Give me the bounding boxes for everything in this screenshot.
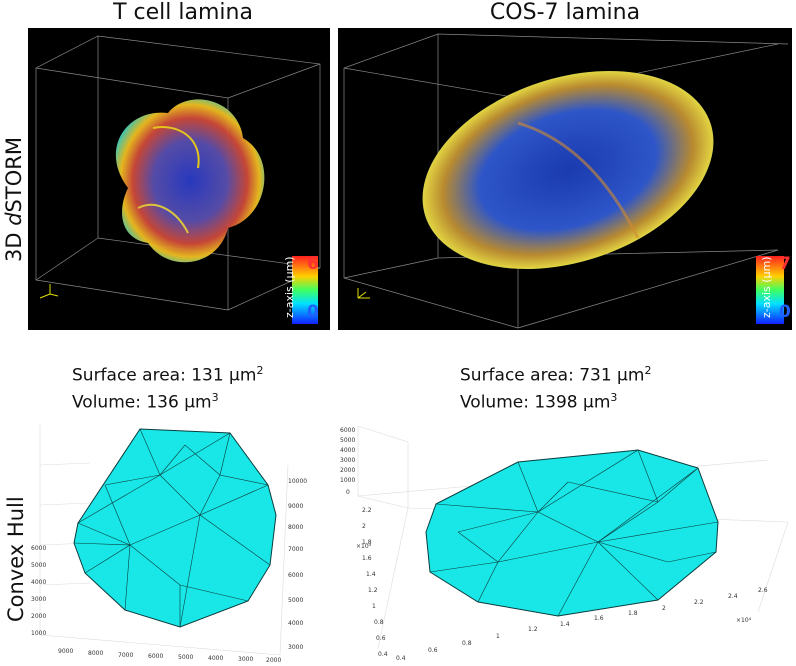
tick: ×10⁴ [736,617,752,624]
left-column-title: T cell lamina [113,0,253,25]
tick: 3000 [340,457,355,464]
tick: 0.6 [428,647,438,654]
tick: 1.2 [528,626,538,633]
tick: 1.4 [560,621,570,628]
row-label-dstorm: 3D dSTORM [2,137,26,262]
tick: 2 [362,523,366,530]
tick: 2 [662,605,666,612]
cos7-stats: Surface area: 731 µm2 Volume: 1398 µm3 [460,360,651,413]
left-colorbar-min: 0 [307,302,319,322]
right-colorbar-max: 7 [779,254,791,274]
tick: 4000 [288,620,303,627]
row-label-convex-hull: Convex Hull [4,496,28,622]
tick: 6000 [31,545,46,552]
tick: 2000 [340,467,355,474]
tcell-dstorm-render [35,35,321,324]
tick: 1.8 [628,610,638,617]
tick: 0 [346,489,350,496]
tick: 6000 [340,427,355,434]
tick: 1.4 [366,571,376,578]
cos7-y-ticks: 2.2 2 1.8 1.6 1.4 1.2 1 0.8 0.6 0.4 ×10⁴ [356,507,388,658]
cos7-volume: Volume: 1398 µm3 [460,390,618,413]
tcell-dstorm-image [28,28,330,330]
tick: 4000 [208,655,223,662]
tcell-volume: Volume: 136 µm3 [72,390,219,413]
tick: 0.8 [462,640,472,647]
tcell-convex-hull-plot: 6000 5000 4000 3000 2000 1000 9000 8000 … [31,425,307,663]
tick: 0.4 [378,651,388,658]
tick: 1000 [340,477,355,484]
left-colorbar [292,256,318,324]
tick: 0.6 [376,635,386,642]
tick: 5000 [178,654,193,661]
tick: 1.6 [594,615,604,622]
tcell-hull [73,428,277,628]
tick: 1 [496,633,500,640]
cos7-dstorm-image [338,28,792,330]
tcell-z-ticks: 6000 5000 4000 3000 2000 1000 [31,545,46,637]
tick: 3000 [31,596,46,603]
tick: 5000 [340,437,355,444]
cos7-dstorm-render [343,33,789,329]
right-colorbar-min: 0 [779,302,791,322]
right-column-title: COS-7 lamina [489,0,641,25]
tick: 6000 [288,572,303,579]
tick: 3000 [238,656,253,663]
tick: 6000 [148,653,163,660]
tick: 0.4 [396,655,406,662]
tick: 1.6 [362,555,372,562]
right-colorbar [756,256,784,324]
tick: 10000 [288,478,307,485]
tick: 1 [372,603,376,610]
left-colorbar-label: z-axis (µm) [283,256,296,318]
tick: 2.2 [362,507,372,514]
row-label-italic: d [2,212,26,226]
tick: 4000 [31,579,46,586]
cos7-x-ticks: 0.4 0.6 0.8 1 1.2 1.4 1.6 1.8 2 2.2 2.4 … [396,587,768,662]
tick: 5000 [288,597,303,604]
tick: 2000 [31,613,46,620]
tick: 5000 [31,562,46,569]
tcell-hull-grid [39,425,289,656]
row-label-prefix: 3D [2,225,26,262]
tick: 7000 [118,652,133,659]
cos7-z-ticks: 6000 5000 4000 3000 2000 1000 0 [340,427,355,496]
left-colorbar-max: 6 [307,254,319,274]
tick: 4000 [340,447,355,454]
tcell-stats: Surface area: 131 µm2 Volume: 136 µm3 [72,360,263,413]
cos7-surface-area: Surface area: 731 µm2 [460,364,652,386]
row-label-suffix: STORM [2,137,26,213]
tick: 2000 [266,657,281,663]
tick: 1.8 [362,539,372,546]
tick: 9000 [288,503,303,510]
tick: 2.4 [728,593,738,600]
cos7-convex-hull-plot: 6000 5000 4000 3000 2000 1000 0 2.2 2 1.… [340,425,789,662]
tick: 2.6 [758,587,768,594]
tick: 3000 [288,644,303,651]
tcell-x-ticks: 9000 8000 7000 6000 5000 4000 3000 2000 [58,648,281,663]
cos7-hull [425,449,719,617]
tick: 8000 [88,650,103,657]
tick: 1.2 [368,587,378,594]
tcell-surface-area: Surface area: 131 µm2 [72,364,264,386]
tick: ×10⁴ [356,543,372,550]
tick: 2.2 [694,599,704,606]
right-colorbar-label: z-axis (µm) [760,256,773,318]
tick: 8000 [288,524,303,531]
tick: 9000 [58,648,73,655]
tick: 0.8 [374,619,384,626]
tick: 1000 [31,630,46,637]
tcell-y-ticks: 10000 9000 8000 7000 6000 5000 4000 3000 [288,478,307,651]
tick: 7000 [288,546,303,553]
